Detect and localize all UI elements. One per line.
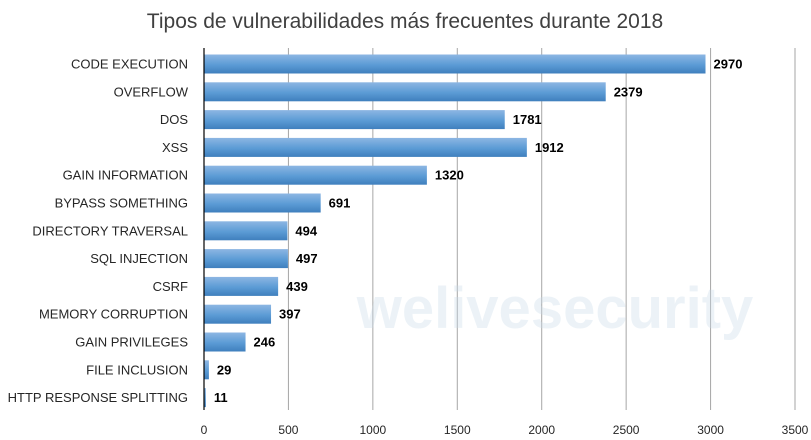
category-label: DOS (160, 112, 189, 127)
category-label: DIRECTORY TRAVERSAL (32, 223, 188, 238)
x-tick-label: 500 (278, 423, 298, 437)
chart-title: Tipos de vulnerabilidades más frecuentes… (147, 10, 663, 33)
bar (204, 54, 706, 74)
bar (204, 221, 288, 241)
x-tick-label: 1500 (444, 423, 471, 437)
bar (204, 332, 246, 352)
category-label: BYPASS SOMETHING (55, 196, 188, 211)
x-tick-label: 3000 (697, 423, 724, 437)
bar (204, 137, 527, 157)
category-label: XSS (162, 140, 188, 155)
bar (204, 249, 288, 269)
data-label: 1320 (435, 168, 464, 183)
data-label: 494 (295, 223, 317, 238)
category-label: CSRF (153, 279, 188, 294)
x-tick-label: 1000 (360, 423, 387, 437)
bar (204, 110, 505, 130)
bar (204, 82, 606, 102)
x-tick-label: 2500 (613, 423, 640, 437)
category-label: FILE INCLUSION (86, 362, 188, 377)
x-tick-label: 3500 (782, 423, 809, 437)
data-label: 2970 (714, 57, 743, 72)
data-label: 246 (254, 335, 276, 350)
bar (204, 388, 206, 408)
bar (204, 165, 427, 185)
category-label: GAIN INFORMATION (63, 168, 188, 183)
bar (204, 304, 272, 324)
data-label: 11 (214, 390, 228, 405)
data-label: 1781 (513, 112, 542, 127)
data-label: 691 (329, 196, 351, 211)
category-label: SQL INJECTION (90, 251, 188, 266)
data-label: 439 (286, 279, 308, 294)
gridlines (287, 48, 796, 410)
category-label: OVERFLOW (114, 84, 189, 99)
category-label: HTTP RESPONSE SPLITTING (8, 390, 188, 405)
category-label: MEMORY CORRUPTION (39, 307, 188, 322)
data-label: 1912 (535, 140, 564, 155)
data-label: 397 (279, 307, 301, 322)
x-tick-label: 0 (201, 423, 208, 437)
data-label: 497 (296, 251, 318, 266)
bars-group (204, 54, 706, 408)
bar (204, 360, 209, 380)
data-label: 2379 (614, 84, 643, 99)
data-label: 29 (217, 362, 231, 377)
bar (204, 193, 321, 213)
category-label: GAIN PRIVILEGES (75, 335, 188, 350)
category-label: CODE EXECUTION (71, 57, 188, 72)
x-tick-labels: 0 500 1000 1500 2000 2500 3000 3500 (201, 423, 809, 437)
x-tick-label: 2000 (528, 423, 555, 437)
watermark: welivesecurity (356, 276, 754, 341)
bar (204, 276, 279, 296)
category-labels: CODE EXECUTION OVERFLOW DOS XSS GAIN INFORMA… (8, 57, 189, 406)
